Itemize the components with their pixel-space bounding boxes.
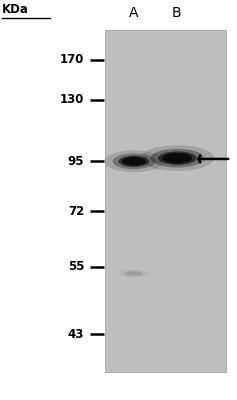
Text: 170: 170: [60, 53, 84, 66]
Ellipse shape: [113, 154, 155, 169]
Ellipse shape: [158, 152, 196, 165]
Ellipse shape: [126, 272, 142, 276]
Text: 55: 55: [68, 260, 84, 273]
Ellipse shape: [118, 156, 149, 167]
Ellipse shape: [140, 145, 214, 171]
Bar: [105, 30, 226, 372]
Text: 95: 95: [68, 155, 84, 168]
Ellipse shape: [104, 150, 164, 172]
Ellipse shape: [163, 153, 192, 163]
Text: KDa: KDa: [2, 3, 29, 16]
Text: 130: 130: [60, 93, 84, 106]
Text: 43: 43: [68, 328, 84, 341]
Ellipse shape: [122, 157, 146, 166]
Text: A: A: [129, 6, 139, 20]
Ellipse shape: [124, 271, 144, 276]
Text: 72: 72: [68, 204, 84, 218]
Ellipse shape: [151, 149, 204, 168]
Ellipse shape: [118, 270, 149, 278]
Text: B: B: [172, 6, 181, 20]
